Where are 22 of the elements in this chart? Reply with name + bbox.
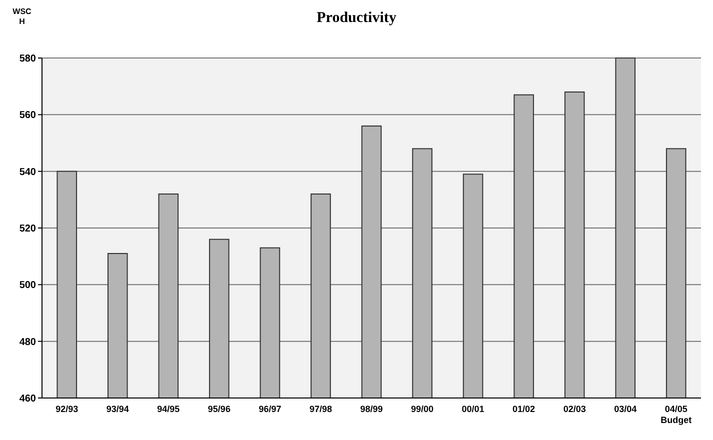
chart-title: Productivity	[316, 10, 397, 26]
y-tick-label: 460	[19, 394, 36, 404]
y-tick-label: 480	[19, 336, 36, 348]
x-tick-label: 95/96	[208, 404, 230, 414]
x-tick-label: 04/05 Budget	[660, 404, 692, 425]
x-tick-label: 93/94	[106, 404, 129, 414]
x-tick-label: 02/03	[563, 404, 586, 414]
y-tick-label: 540	[19, 166, 36, 178]
y-tick-label: 520	[19, 224, 36, 234]
y-tick-label: 560	[19, 110, 36, 122]
x-tick-label: 94/95	[157, 404, 180, 414]
x-tick-label: 97/98	[309, 404, 332, 414]
x-tick-label: 98/99	[360, 404, 383, 414]
x-tick-label: 01/02	[512, 404, 536, 414]
x-tick-label: 96/97	[258, 404, 282, 414]
y-tick-label: 500	[19, 280, 36, 292]
y-axis-title: WSC H	[12, 7, 32, 26]
x-tick-label: 99/00	[411, 404, 434, 414]
y-tick-label: 580	[19, 54, 36, 64]
x-tick-label: 03/04	[614, 404, 637, 414]
x-tick-label: 00/01	[462, 404, 484, 414]
x-tick-label: 92/93	[56, 404, 78, 414]
